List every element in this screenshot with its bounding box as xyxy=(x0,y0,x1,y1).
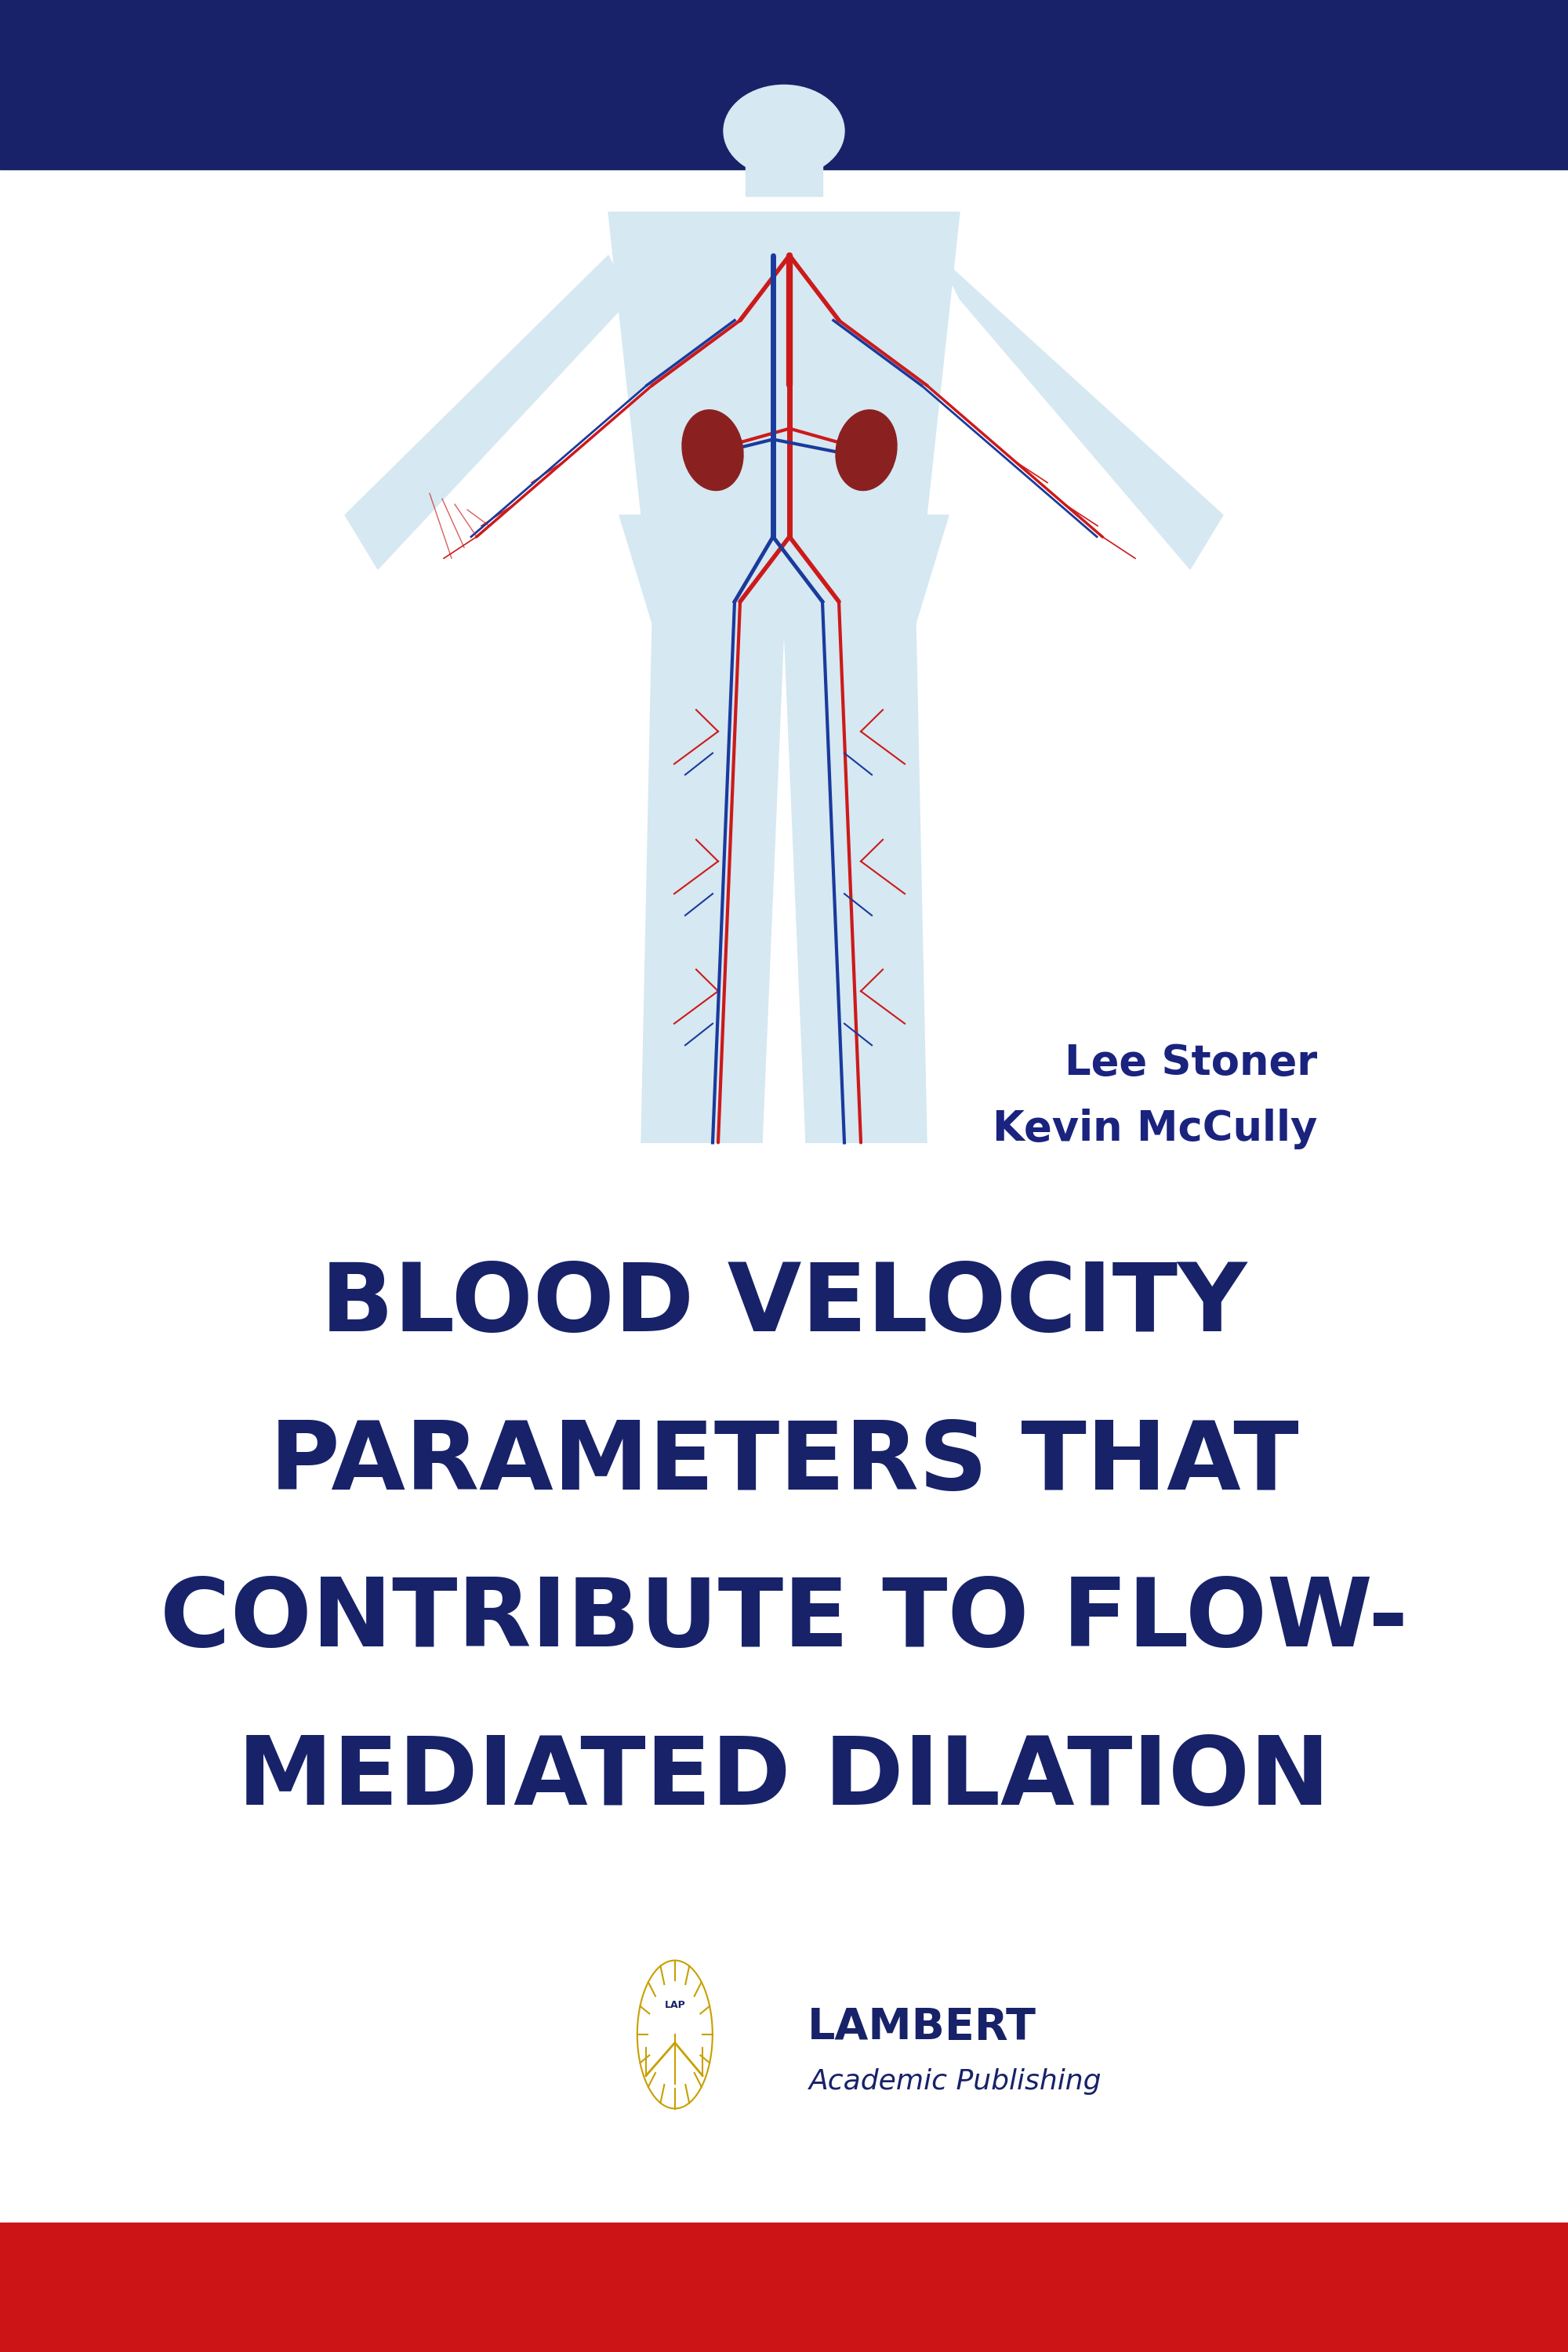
Text: CONTRIBUTE TO FLOW-: CONTRIBUTE TO FLOW- xyxy=(160,1576,1408,1665)
Ellipse shape xyxy=(682,409,743,492)
Polygon shape xyxy=(938,256,1223,569)
Polygon shape xyxy=(345,256,630,569)
Polygon shape xyxy=(619,515,949,623)
Text: BLOOD VELOCITY: BLOOD VELOCITY xyxy=(321,1261,1247,1350)
Bar xyxy=(0,2223,1568,2352)
Text: Kevin McCully: Kevin McCully xyxy=(993,1108,1317,1150)
Ellipse shape xyxy=(836,409,897,492)
Text: MEDIATED DILATION: MEDIATED DILATION xyxy=(238,1731,1330,1825)
Text: PARAMETERS THAT: PARAMETERS THAT xyxy=(270,1416,1298,1510)
Bar xyxy=(746,141,822,195)
Text: LAP: LAP xyxy=(665,1999,685,2011)
Text: Lee Stoner: Lee Stoner xyxy=(1065,1042,1317,1084)
Bar xyxy=(0,0,1568,169)
Text: LAMBERT: LAMBERT xyxy=(808,2006,1036,2049)
Ellipse shape xyxy=(724,85,844,176)
Polygon shape xyxy=(784,623,927,1143)
Polygon shape xyxy=(608,212,960,515)
Polygon shape xyxy=(641,623,784,1143)
Text: Academic Publishing: Academic Publishing xyxy=(809,2067,1102,2096)
